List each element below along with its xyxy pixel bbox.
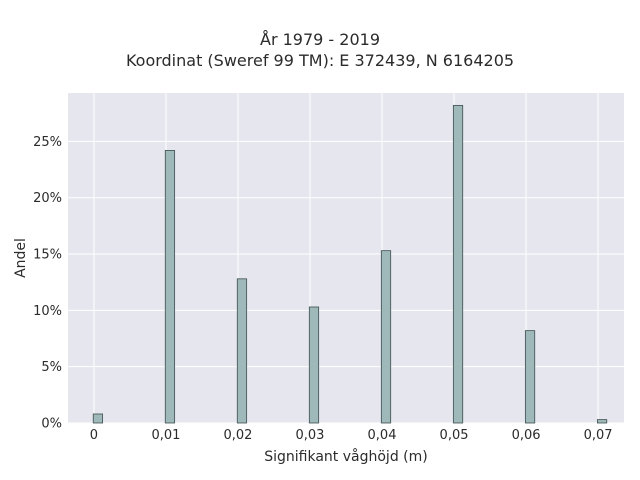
bar	[380, 250, 392, 424]
y-axis-ticks: 0% 5% 10% 15% 20% 25%	[33, 135, 62, 432]
y-tick-label: 5%	[41, 360, 62, 375]
y-tick-label: 20%	[33, 191, 62, 206]
bars	[92, 104, 608, 424]
bar	[92, 413, 104, 424]
x-tick-label: 0,06	[512, 428, 541, 443]
y-tick-label: 0%	[41, 417, 62, 432]
x-tick-label: 0,01	[151, 428, 180, 443]
bar	[236, 278, 248, 424]
x-tick-label: 0,04	[368, 428, 397, 443]
x-tick-label: 0,03	[296, 428, 325, 443]
bar	[164, 150, 176, 424]
y-tick-label: 15%	[33, 248, 62, 263]
bar	[524, 330, 536, 424]
x-tick-label: 0,05	[440, 428, 469, 443]
bar	[308, 306, 320, 424]
chart-title: År 1979 - 2019	[260, 30, 380, 49]
x-tick-label: 0	[90, 428, 98, 443]
x-axis-ticks: 0 0,01 0,02 0,03 0,04 0,05 0,06 0,07	[90, 428, 613, 443]
y-tick-label: 10%	[33, 304, 62, 319]
plot-area	[68, 93, 624, 423]
chart-subtitle: Koordinat (Sweref 99 TM): E 372439, N 61…	[125, 51, 515, 70]
bar	[452, 104, 464, 424]
x-tick-label: 0,02	[223, 428, 252, 443]
bar	[596, 419, 608, 424]
x-tick-label: 0,07	[584, 428, 613, 443]
x-axis-label: Signifikant våghöjd (m)	[264, 448, 427, 465]
y-axis-label: Andel	[13, 238, 29, 278]
y-tick-label: 25%	[33, 135, 62, 150]
